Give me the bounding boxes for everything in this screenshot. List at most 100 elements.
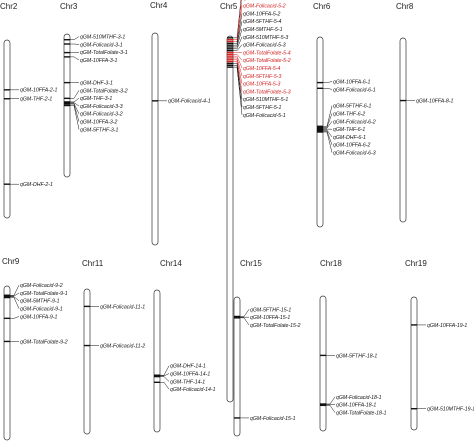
qtl-marker [320, 404, 326, 407]
qtl-marker [227, 64, 233, 66]
qtl-marker [317, 126, 323, 128]
qtl-label: qGM-TotalFolate-5-3 [243, 89, 291, 95]
qtl-marker [227, 40, 233, 43]
qtl-label: qGM-Folicacid-9-2 [20, 283, 63, 289]
qtl-marker [154, 375, 160, 378]
qtl-label: qGM-Folicacid-9-1 [20, 306, 63, 312]
qtl-connector [233, 5, 243, 42]
qtl-connector [160, 376, 170, 382]
qtl-connector [323, 113, 333, 128]
qtl-label: qGM-5FTHF-6-1 [333, 104, 371, 110]
qtl-connector [160, 382, 170, 390]
qtl-marker [154, 374, 160, 376]
qtl-connector [70, 90, 80, 99]
qtl-label: qGM-5FTHF-3-1 [80, 127, 118, 133]
qtl-label: qGM-510MTHF-5-1 [243, 97, 288, 103]
qtl-label: qGM-Folicacid-5-1 [243, 113, 286, 119]
chromosome-label: Chr8 [396, 2, 414, 11]
chromosome-chr4: Chr4 qGM-Folicacid-4-1 [150, 1, 211, 246]
qtl-label: qGM-Folicacid-6-1 [333, 87, 376, 93]
qtl-label: qGM-10FFA-6-1 [333, 79, 370, 85]
qtl-label: qGM-Folicacid-3-3 [80, 104, 123, 110]
qtl-label: qGM-THF-2-1 [20, 97, 52, 103]
qtl-label: qGM-510MTHF-19-1 [427, 407, 474, 413]
qtl-label: qGM-510MTHF-5-3 [243, 35, 288, 41]
qtl-marker [227, 51, 233, 54]
qtl-label: qGM-5FTHF-15-1 [250, 307, 291, 313]
chromosome-chr9: Chr9 qGM-Folicacid-9-2 qGM-TotalFolate-9-1… [2, 257, 68, 441]
qtl-connector [323, 81, 333, 83]
qtl-label: qGM-10FFA-3-2 [80, 120, 117, 126]
qtl-marker [4, 183, 10, 185]
chromosome-bar [410, 296, 418, 431]
qtl-marker [64, 43, 70, 45]
qtl-connector [233, 59, 243, 84]
qtl-label: qGM-10FFA-5-4 [243, 66, 280, 72]
chromosome-bar [226, 35, 234, 403]
chromosome-bar [3, 285, 11, 441]
qtl-connector [240, 309, 250, 317]
qtl-marker [317, 130, 323, 132]
qtl-label: qGM-Folicacid-3-2 [80, 112, 123, 118]
chromosome-label: Chr5 [220, 2, 238, 11]
chromosome-label: Chr4 [150, 1, 168, 10]
chromosome-bar [233, 296, 241, 437]
qtl-marker [84, 305, 90, 308]
qtl-connector [233, 29, 243, 48]
qtl-marker [64, 56, 70, 58]
qtl-label: qGM-10FFA-6-2 [333, 143, 370, 149]
chromosome-bar [3, 39, 11, 219]
qtl-marker [411, 408, 417, 410]
qtl-label: qGM-THF-14-1 [170, 379, 205, 385]
qtl-connector [233, 66, 243, 115]
qtl-marker [4, 296, 10, 299]
qtl-marker [400, 99, 406, 102]
qtl-marker [227, 37, 233, 39]
qtl-marker [64, 101, 70, 104]
chromosome-bar [83, 288, 91, 435]
qtl-label: qGM-10FFA-3-1 [80, 58, 117, 64]
qtl-marker [154, 381, 160, 383]
chromosome-chr18: Chr18 qGM-5FTHF-18-1 qGM-Folicacid-18-1 qGM… [319, 259, 387, 432]
qtl-label: qGM-Folicacid-11-1 [100, 304, 145, 310]
qtl-marker [227, 66, 233, 68]
qtl-label: qGM-TotalFolate-3-2 [80, 88, 128, 94]
qtl-label: qGM-TotalFolate-9-1 [20, 291, 68, 297]
qtl-marker [317, 125, 323, 127]
qtl-marker [227, 55, 233, 57]
chromosome-label: Chr18 [320, 259, 342, 268]
qtl-label: qGM-THF-3-1 [80, 96, 112, 102]
qtl-marker [64, 102, 70, 105]
qtl-marker [4, 340, 10, 343]
qtl-marker [64, 104, 70, 107]
qtl-marker [411, 324, 417, 326]
qtl-marker [227, 49, 233, 52]
chromosome-bar [153, 289, 161, 433]
qtl-label: qGM-Folicacid-11-2 [100, 343, 145, 349]
qtl-connector [70, 36, 80, 40]
qtl-connector [233, 55, 243, 69]
qtl-connector [10, 285, 20, 296]
qtl-connector [233, 61, 243, 92]
chromosome-chr6: Chr6 qGM-10FFA-6-1 qGM-Folicacid-6-1 qGM-5F… [313, 2, 376, 228]
qtl-connector [323, 130, 333, 145]
qtl-marker [320, 354, 326, 357]
chromosome-chr15: Chr15 qGM-5FTHF-15-1 qGM-10FFA-15-1 qGM-Tot… [233, 259, 301, 437]
qtl-label: qGM-10FFA-19-1 [427, 323, 467, 329]
qtl-label: qGM-Folicacid-15-1 [250, 416, 296, 422]
qtl-label: qGM-Folicacid-3-1 [80, 42, 123, 48]
qtl-marker [4, 317, 10, 320]
qtl-marker [227, 44, 233, 46]
qtl-marker [4, 295, 10, 297]
qtl-connector [10, 296, 20, 301]
qtl-label: qGM-Folicacid-14-1 [170, 387, 216, 393]
qtl-label: qGM-TotalFolate-3-1 [80, 50, 128, 56]
qtl-marker [4, 296, 10, 298]
qtl-marker [84, 344, 90, 347]
qtl-connector [323, 105, 333, 127]
qtl-label: qGM-510MTHF-3-1 [80, 35, 125, 41]
qtl-label: qGM-10FFA-9-1 [20, 314, 57, 320]
chromosome-chr11: Chr11 qGM-Folicacid-11-1 qGM-Folicacid-11-… [82, 259, 145, 435]
qtl-marker [64, 101, 70, 103]
